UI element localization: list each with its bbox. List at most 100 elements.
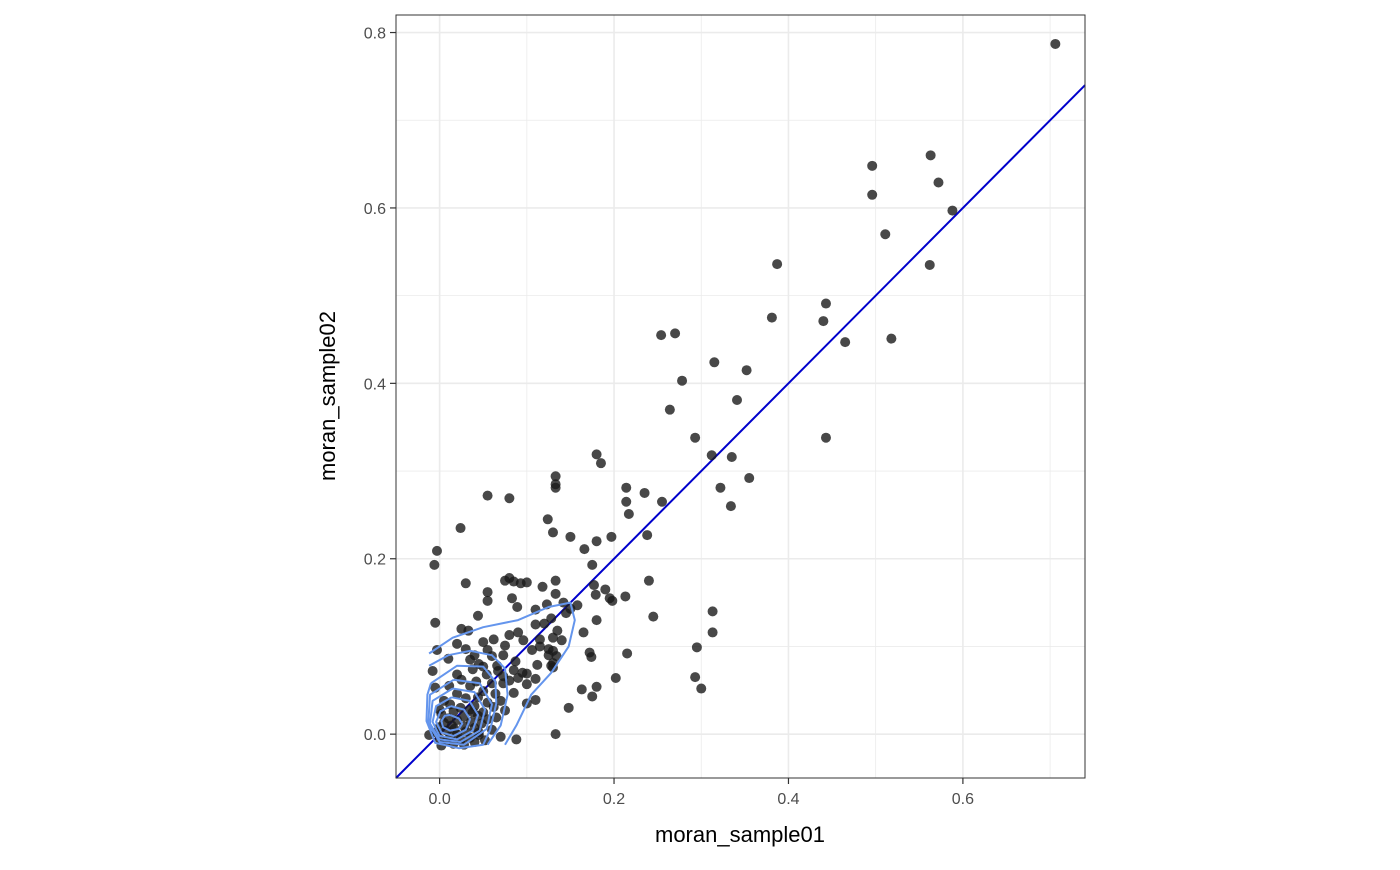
points-layer	[424, 38, 1061, 751]
data-point	[495, 731, 506, 742]
data-point	[587, 559, 598, 570]
data-point	[732, 395, 743, 406]
data-point	[518, 635, 529, 646]
data-point	[488, 634, 499, 645]
y-tick-label: 0.6	[364, 201, 386, 218]
data-point	[840, 337, 851, 348]
density-contour	[428, 601, 576, 746]
data-point	[478, 637, 489, 648]
y-tick-label: 0.4	[364, 376, 386, 393]
data-point	[431, 545, 442, 556]
data-point	[530, 673, 541, 684]
data-point	[607, 595, 618, 606]
data-point	[508, 687, 519, 698]
minor-gridlines	[396, 15, 1085, 778]
data-point	[587, 691, 598, 702]
data-point	[696, 683, 707, 694]
data-point	[642, 530, 653, 541]
data-point	[550, 588, 561, 599]
data-point	[620, 591, 631, 602]
data-point	[867, 189, 878, 200]
data-point	[550, 471, 561, 482]
data-point	[472, 610, 483, 621]
data-point	[565, 531, 576, 542]
data-point	[766, 312, 777, 323]
data-point	[621, 496, 632, 507]
density-contours-layer	[425, 601, 576, 750]
data-point	[576, 684, 587, 695]
density-contour	[428, 649, 509, 746]
data-point	[1050, 38, 1061, 49]
data-point	[504, 630, 515, 641]
data-point	[550, 729, 561, 740]
density-contour	[435, 705, 472, 737]
x-axis-ticks: 0.0 0.2 0.4 0.6	[428, 778, 974, 808]
y-tick-label: 0.8	[364, 26, 386, 43]
data-point	[515, 578, 526, 589]
data-point	[744, 473, 755, 484]
panel-border	[395, 14, 1086, 779]
data-point	[578, 627, 589, 638]
data-point	[511, 734, 522, 745]
data-point	[532, 659, 543, 670]
data-point	[563, 702, 574, 713]
data-point	[521, 668, 532, 679]
data-point	[534, 641, 545, 652]
data-point	[622, 648, 633, 659]
data-point	[530, 619, 541, 630]
data-point	[656, 330, 667, 341]
data-point	[600, 584, 611, 595]
data-point	[690, 672, 701, 683]
data-point	[657, 496, 668, 507]
data-point	[947, 205, 958, 216]
data-point	[591, 681, 602, 692]
data-point	[933, 177, 944, 188]
data-point	[639, 487, 650, 498]
data-point	[452, 688, 463, 699]
data-point	[427, 666, 438, 677]
data-point	[820, 298, 831, 309]
data-point	[430, 617, 441, 628]
data-point	[924, 259, 935, 270]
data-point	[925, 150, 936, 161]
data-point	[772, 259, 783, 270]
data-point	[726, 452, 737, 463]
data-point	[495, 695, 506, 706]
data-point	[504, 493, 515, 504]
data-point	[542, 514, 553, 525]
data-point	[481, 669, 492, 680]
data-point	[591, 536, 602, 547]
data-point	[547, 527, 558, 538]
y-axis-title: moran_sample02	[315, 311, 340, 481]
data-point	[741, 365, 752, 376]
data-point	[664, 404, 675, 415]
data-point	[818, 316, 829, 327]
x-tick-label: 0.4	[777, 791, 799, 808]
data-point	[506, 593, 517, 604]
data-point	[677, 375, 688, 386]
data-point	[539, 618, 550, 629]
data-point	[456, 674, 467, 685]
data-point	[606, 531, 617, 542]
data-point	[648, 611, 659, 622]
data-point	[537, 581, 548, 592]
data-point	[512, 601, 523, 612]
density-contour	[427, 678, 493, 746]
data-point	[588, 580, 599, 591]
data-point	[465, 680, 476, 691]
data-point	[610, 673, 621, 684]
data-point	[510, 656, 521, 667]
data-point	[715, 482, 726, 493]
data-point	[707, 627, 718, 638]
data-point	[820, 432, 831, 443]
major-gridlines	[396, 15, 1085, 778]
data-point	[543, 650, 554, 661]
density-contour	[425, 664, 498, 750]
data-point	[561, 608, 572, 619]
data-point	[527, 644, 538, 655]
density-contour	[431, 696, 479, 741]
y-tick-label: 0.2	[364, 552, 386, 569]
data-point	[591, 615, 602, 626]
